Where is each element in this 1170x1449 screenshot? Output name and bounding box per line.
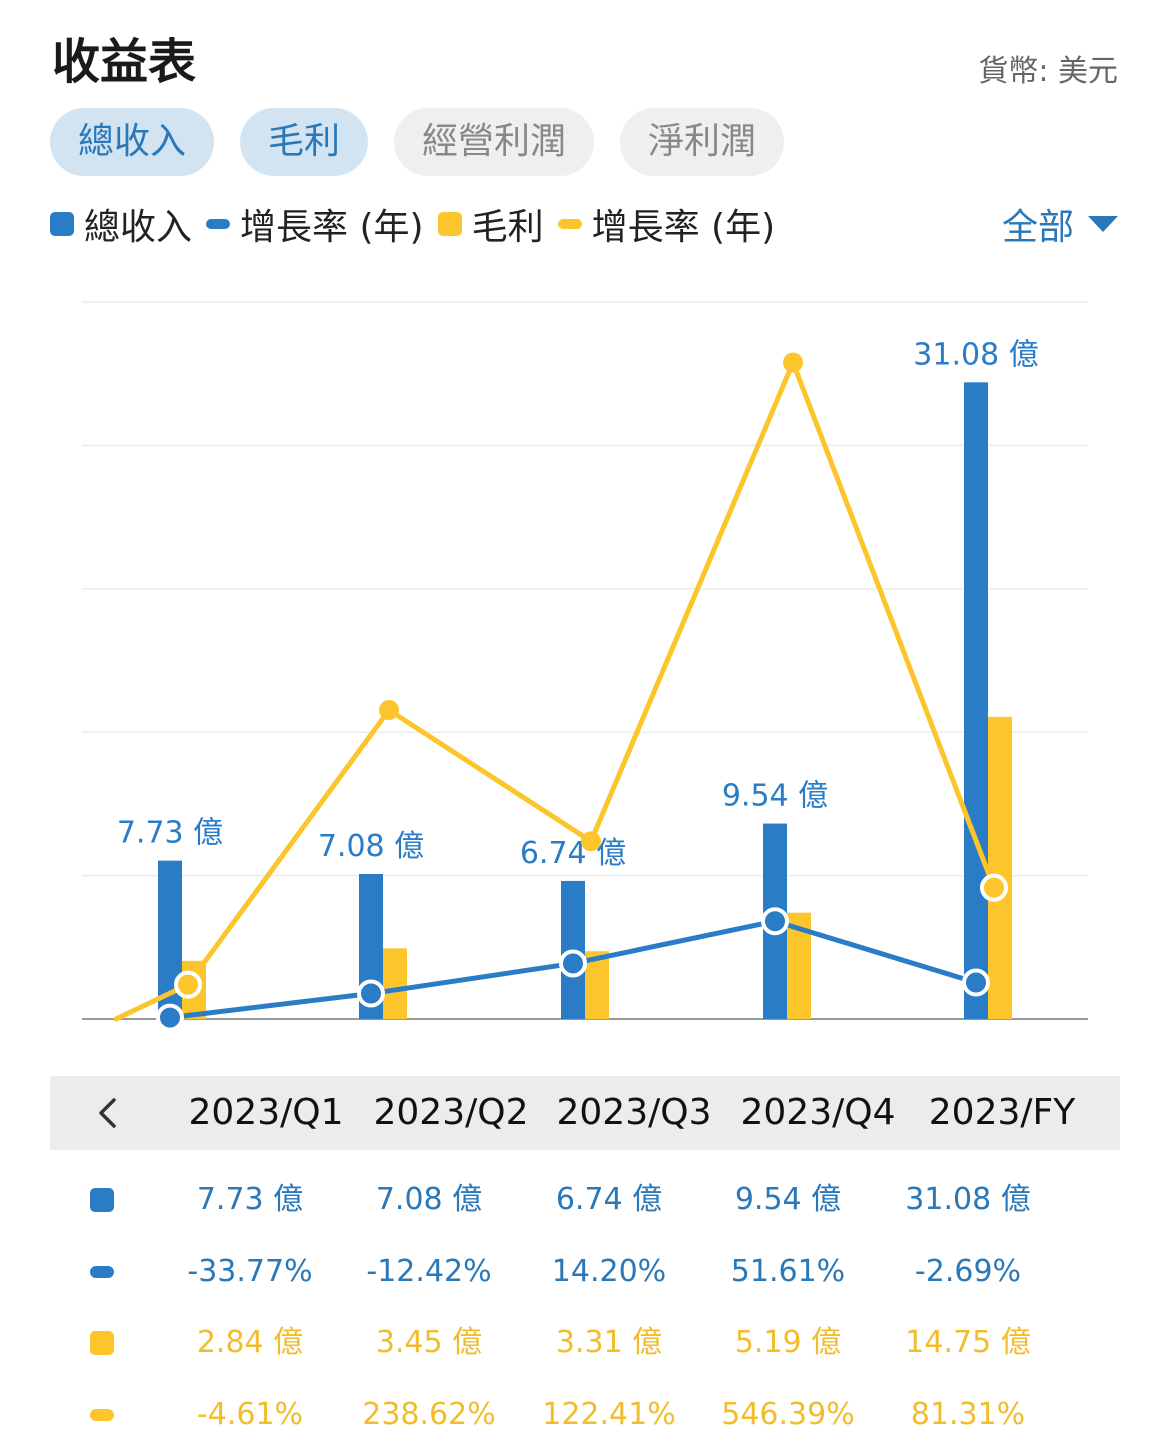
bar-value-label: 31.08 億 (913, 337, 1038, 372)
table-cell: 14.75 億 (905, 1325, 1031, 1360)
table-cell: 7.73 億 (196, 1182, 304, 1217)
chevron-left-icon[interactable] (90, 1094, 128, 1132)
legend-item-revenue-growth[interactable]: 增長率 (年) (206, 198, 424, 250)
legend-swatch-gross-growth (557, 219, 582, 229)
bar-gross-profit (988, 716, 1012, 1019)
period-label[interactable]: 2023/FY (928, 1092, 1076, 1133)
tab-net-profit[interactable]: 淨利潤 (620, 108, 785, 176)
bar-value-label: 7.73 億 (117, 816, 223, 851)
legend-label-gross-growth: 增長率 (年) (591, 207, 776, 248)
table-cell: 7.08 億 (375, 1182, 483, 1217)
legend-item-revenue[interactable]: 總收入 (50, 198, 192, 250)
table-cell: 3.45 億 (375, 1325, 483, 1360)
table-cell: 81.31% (910, 1397, 1026, 1432)
legend-item-gross-growth[interactable]: 增長率 (年) (557, 198, 776, 250)
table-cell: 2.84 億 (196, 1325, 304, 1360)
table-cell: 122.41% (542, 1397, 676, 1432)
period-label[interactable]: 2023/Q1 (188, 1092, 344, 1133)
gross-growth-point (783, 352, 803, 373)
tab-total-revenue[interactable]: 總收入 (50, 108, 215, 176)
legend-swatch-revenue-growth (206, 219, 231, 229)
legend-label-gross-profit: 毛利 (471, 207, 544, 248)
row-marker-revenue-growth (90, 1266, 114, 1278)
bar-revenue (964, 382, 988, 1019)
legend-swatch-gross-profit (437, 212, 462, 236)
legend-swatch-revenue (50, 212, 74, 236)
income-chart: 7.73 億 7.08 億 6.74 億 9.54 億 31.08 億 (82, 301, 1088, 1032)
chart-legend: 總收入 增長率 (年) 毛利 增長率 (年) (50, 200, 789, 248)
gross-growth-line (113, 360, 997, 1022)
range-dropdown[interactable]: 全部 (1002, 200, 1118, 248)
bar-gross-profit (383, 948, 407, 1019)
bar-value-label: 6.74 億 (520, 836, 626, 871)
period-label[interactable]: 2023/Q4 (740, 1092, 896, 1133)
table-cell: 3.31 億 (555, 1325, 663, 1360)
revenue-growth-point (357, 979, 385, 1008)
row-marker-gross-profit (90, 1331, 114, 1355)
table-cell: 14.20% (551, 1254, 667, 1289)
table-cell: 51.61% (730, 1254, 846, 1289)
row-marker-revenue (90, 1188, 114, 1212)
period-label[interactable]: 2023/Q2 (373, 1092, 529, 1133)
table-row-gross-growth: -4.61% 238.62% 122.41% 546.39% 81.31% (0, 1387, 1170, 1443)
table-cell: 9.54 億 (734, 1182, 842, 1217)
table-row-revenue: 7.73 億 7.08 億 6.74 億 9.54 億 31.08 億 (0, 1172, 1170, 1228)
gross-growth-point (379, 700, 399, 721)
table-cell: -12.42% (366, 1254, 492, 1289)
table-cell: -33.77% (187, 1254, 313, 1289)
period-label[interactable]: 2023/Q3 (556, 1092, 712, 1133)
table-cell: 5.19 億 (734, 1325, 842, 1360)
revenue-growth-point (156, 1003, 184, 1032)
bar-value-label: 9.54 億 (722, 779, 828, 814)
tab-gross-profit[interactable]: 毛利 (240, 108, 369, 176)
revenue-growth-point (761, 907, 789, 936)
table-cell: 6.74 億 (555, 1182, 663, 1217)
table-cell: 546.39% (721, 1397, 855, 1432)
period-nav: 2023/Q1 2023/Q2 2023/Q3 2023/Q4 2023/FY (50, 1076, 1120, 1150)
metric-tabs: 總收入 毛利 經營利潤 淨利潤 (50, 108, 785, 176)
gross-growth-point (174, 970, 202, 999)
page-title: 收益表 (52, 34, 197, 90)
table-row-revenue-growth: -33.77% -12.42% 14.20% 51.61% -2.69% (0, 1244, 1170, 1300)
row-marker-gross-growth (90, 1409, 114, 1421)
revenue-growth-point (559, 949, 587, 978)
tab-operating-profit[interactable]: 經營利潤 (394, 108, 595, 176)
gross-growth-point (980, 873, 1008, 902)
table-row-gross-profit: 2.84 億 3.45 億 3.31 億 5.19 億 14.75 億 (0, 1315, 1170, 1371)
legend-item-gross-profit[interactable]: 毛利 (437, 198, 544, 250)
table-cell: 31.08 億 (905, 1182, 1031, 1217)
legend-label-revenue-growth: 增長率 (年) (240, 207, 424, 248)
caret-down-icon (1088, 216, 1118, 232)
gross-growth-point (581, 831, 601, 852)
legend-label-revenue: 總收入 (84, 207, 193, 248)
bar-value-label: 7.08 億 (318, 829, 424, 864)
range-label: 全部 (1001, 207, 1074, 248)
revenue-growth-point (962, 968, 990, 997)
table-cell: -4.61% (196, 1397, 304, 1432)
table-cell: 238.62% (362, 1397, 496, 1432)
table-cell: -2.69% (914, 1254, 1022, 1289)
currency-label: 貨幣: 美元 (978, 54, 1118, 89)
